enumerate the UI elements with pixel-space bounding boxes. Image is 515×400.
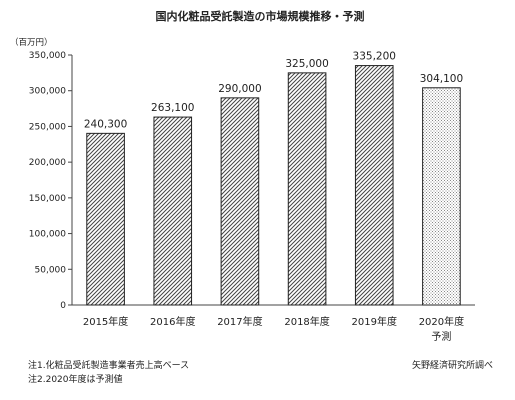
bar-2019年度: [354, 65, 394, 306]
y-tick-label: 350,000: [29, 51, 66, 61]
value-label: 263,100: [151, 102, 194, 114]
y-tick-label: 250,000: [29, 122, 66, 132]
bar-2018年度: [287, 72, 327, 306]
bar-2016年度: [153, 116, 193, 306]
value-label: 240,300: [84, 118, 127, 130]
y-tick-label: 0: [60, 301, 66, 311]
y-tick-label: 150,000: [29, 194, 66, 204]
chart-title: 国内化粧品受託製造の市場規模推移・予測: [156, 9, 365, 23]
x-tick-label: 2017年度: [217, 315, 262, 328]
x-tick-label: 2020年度: [419, 315, 464, 328]
x-tick-label: 2019年度: [352, 315, 397, 328]
x-tick-sublabel: 予測: [431, 330, 451, 343]
x-tick-label: 2016年度: [150, 315, 195, 328]
y-tick-label: 200,000: [29, 158, 66, 168]
bars: [86, 65, 461, 306]
value-label: 335,200: [353, 51, 396, 63]
value-label: 304,100: [420, 73, 463, 85]
bar-2020年度: [422, 87, 461, 306]
value-label: 290,000: [218, 83, 261, 95]
bar-2015年度: [86, 132, 125, 306]
x-tick-label: 2015年度: [83, 315, 128, 328]
value-labels: 240,300 263,100 290,000 325,000 335,200 304,1…: [84, 51, 463, 131]
note-2: 注2.2020年度は予測値: [28, 375, 123, 385]
y-unit-label: （百万円）: [10, 37, 53, 48]
x-tick-label: 2018年度: [284, 315, 329, 328]
bar-2017年度: [220, 97, 260, 306]
y-tick-label: 50,000: [35, 265, 67, 275]
note-1: 注1.化粧品受託製造事業者売上高ベース: [28, 361, 190, 371]
y-tick-label: 300,000: [29, 87, 66, 97]
y-tick-label: 100,000: [29, 230, 66, 240]
value-label: 325,000: [285, 58, 328, 70]
y-axis: 0 50,000 100,000 150,000 200,000 250,000 300,0…: [29, 51, 475, 311]
source-note: 矢野経済研究所調べ: [411, 361, 493, 371]
